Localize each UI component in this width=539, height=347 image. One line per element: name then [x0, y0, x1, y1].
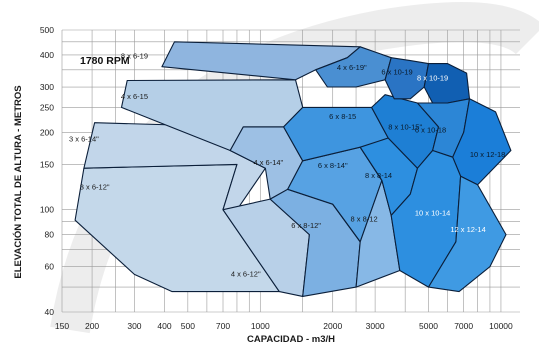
y-axis-ticks: 40 60 80 100 150 200 250 300 400 500: [40, 25, 54, 317]
y-tick-label: 250: [40, 102, 54, 112]
pump-zone-label: 4 x 6-19": [337, 63, 367, 72]
x-tick-label: 700: [216, 321, 230, 331]
pump-zone-19: [427, 175, 507, 293]
pump-zone-label: 8 x 10-15": [388, 123, 422, 132]
x-tick-label: 150: [55, 321, 69, 331]
pump-zone-label: 4 x 6-14": [253, 158, 283, 167]
pump-zone-label: 6 x 8-14": [318, 161, 348, 170]
y-axis-title: ELEVACIÓN TOTAL DE ALTURA - METROS: [12, 85, 24, 278]
y-tick-label: 60: [45, 262, 55, 272]
pump-zone-label: 4 x 6-12": [231, 269, 261, 278]
pump-zone-label: 10 x 10-14: [415, 208, 450, 217]
x-tick-label: 7000: [454, 321, 473, 331]
x-axis-title: CAPACIDAD - m3/H: [247, 334, 335, 345]
x-tick-label: 5000: [419, 321, 438, 331]
pump-zone-label: 3 x 6-12": [80, 182, 110, 191]
x-tick-label: 2000: [323, 321, 342, 331]
y-tick-label: 40: [45, 307, 55, 317]
x-tick-label: 300: [127, 321, 141, 331]
pump-zone-label: 4 x 6-15: [121, 92, 148, 101]
pump-zone-label: 6 x 10-18: [415, 125, 446, 134]
y-tick-label: 80: [45, 230, 55, 240]
pump-zone-label: 3 x 6-14": [69, 135, 99, 144]
pump-zone-15: [423, 63, 471, 104]
pump-zone-label: 6 x 8-12": [291, 221, 321, 230]
pump-zone-label: 6 x 10-19: [381, 68, 412, 77]
pump-zone-label: 6 x 8-15: [329, 112, 356, 121]
y-tick-label: 150: [40, 159, 54, 169]
x-tick-label: 500: [181, 321, 195, 331]
pump-zone-label: 12 x 12-14: [450, 225, 485, 234]
pump-zone-label: 10 x 12-18: [470, 150, 505, 159]
x-tick-label: 200: [85, 321, 99, 331]
pump-zone-label: 8 x 8-12: [351, 214, 378, 223]
pump-zone-label: 8 x 10-19: [417, 74, 448, 83]
x-tick-label: 3000: [366, 321, 385, 331]
x-tick-label: 1000: [251, 321, 270, 331]
y-tick-label: 200: [40, 127, 54, 137]
y-tick-label: 100: [40, 205, 54, 215]
y-tick-label: 300: [40, 82, 54, 92]
zone-labels: 3 x 6-12" 3 x 6-14" 4 x 6-15 8 x 6-19 4 x 6-…: [69, 51, 505, 278]
x-axis-ticks: 150 200 300 400 500 700 1000 2000 3000 5000 7000 10…: [55, 321, 513, 331]
rpm-label: 1780 RPM: [80, 55, 130, 67]
performance-zones: [74, 41, 512, 297]
x-tick-label: 400: [157, 321, 171, 331]
x-tick-label: 10000: [489, 321, 513, 331]
y-tick-label: 500: [40, 25, 54, 35]
pump-zone-18: [390, 149, 462, 288]
pump-zone-label: 8 x 6-19: [121, 51, 148, 60]
pump-zone-label: 8 x 8-14: [365, 171, 392, 180]
y-tick-label: 400: [40, 50, 54, 60]
